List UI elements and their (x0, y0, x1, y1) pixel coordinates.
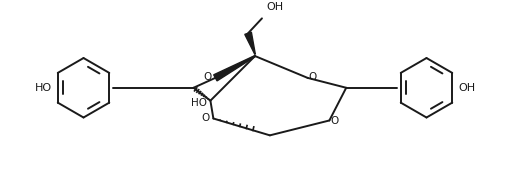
Text: O: O (201, 114, 209, 124)
Text: O: O (203, 72, 211, 82)
Polygon shape (245, 32, 255, 54)
Polygon shape (214, 56, 255, 81)
Text: HO: HO (191, 98, 207, 108)
Text: HO: HO (35, 83, 52, 93)
Text: O: O (330, 117, 339, 127)
Text: O: O (308, 72, 317, 82)
Text: OH: OH (458, 83, 476, 93)
Text: OH: OH (266, 2, 283, 12)
